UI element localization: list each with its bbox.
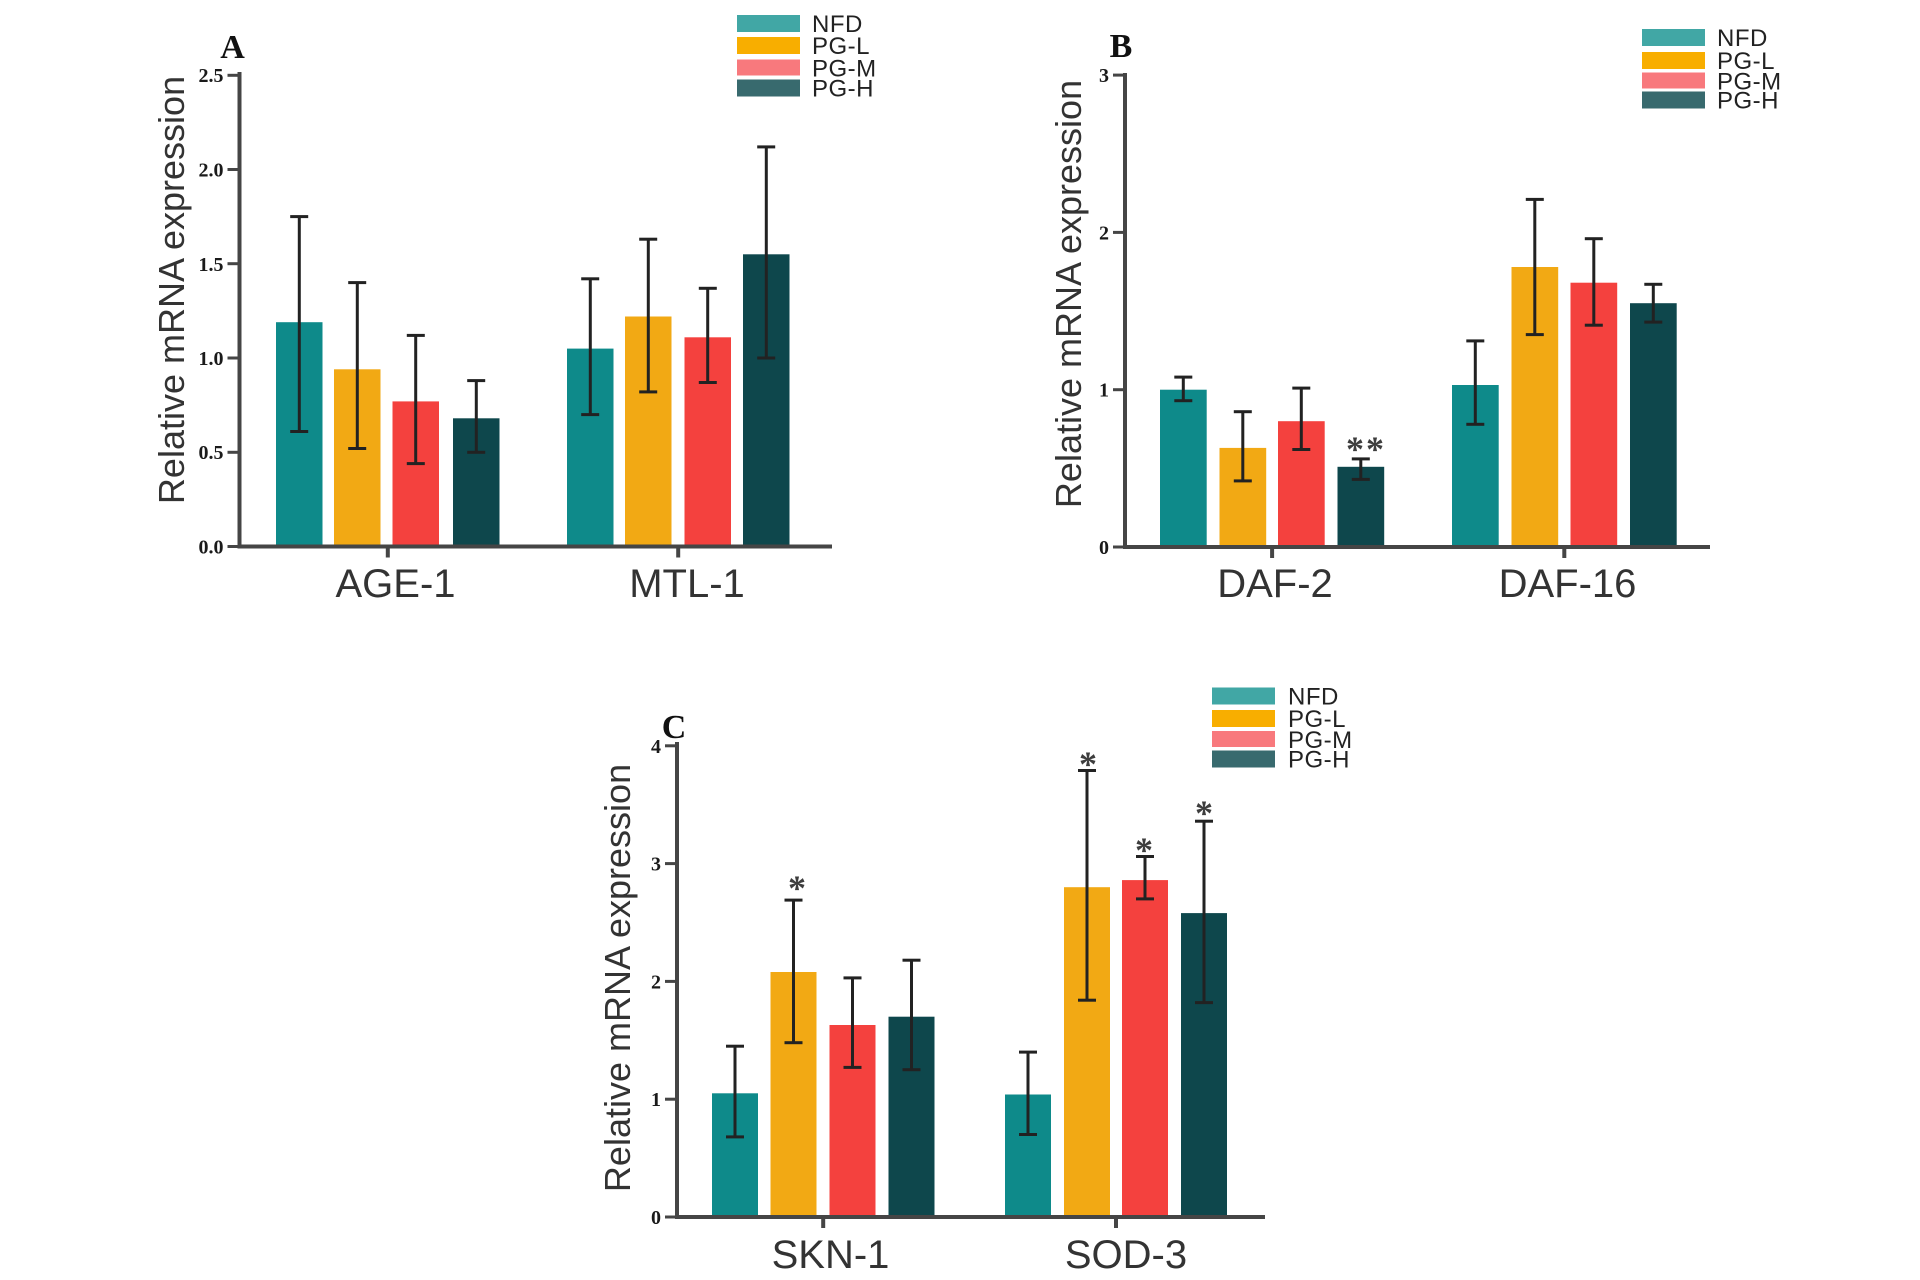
svg-text:PG-H: PG-H: [1717, 88, 1779, 115]
svg-text:2.5: 2.5: [199, 65, 224, 87]
svg-text:*: *: [1195, 793, 1213, 833]
svg-text:AGE-1: AGE-1: [335, 562, 455, 606]
svg-text:PG-L: PG-L: [812, 33, 870, 60]
svg-text:PG-M: PG-M: [1717, 69, 1782, 96]
svg-text:*: *: [1135, 830, 1153, 870]
svg-text:SKN-1: SKN-1: [772, 1233, 890, 1277]
svg-text:NFD: NFD: [812, 11, 863, 38]
svg-text:3: 3: [1099, 65, 1109, 87]
svg-text:1.0: 1.0: [199, 348, 224, 370]
svg-text:0.0: 0.0: [199, 537, 224, 559]
svg-text:0: 0: [651, 1207, 661, 1229]
svg-text:1: 1: [651, 1089, 661, 1111]
svg-text:0: 0: [1099, 537, 1109, 559]
svg-text:SOD-3: SOD-3: [1065, 1233, 1187, 1277]
svg-text:PG-L: PG-L: [1288, 706, 1346, 733]
svg-text:Relative mRNA expression: Relative mRNA expression: [1048, 80, 1089, 508]
svg-text:Relative mRNA expression: Relative mRNA expression: [597, 764, 638, 1192]
svg-text:PG-H: PG-H: [1288, 747, 1350, 774]
svg-text:**: **: [1346, 429, 1386, 469]
svg-text:NFD: NFD: [1717, 25, 1768, 52]
svg-text:0.5: 0.5: [199, 442, 224, 464]
svg-text:PG-L: PG-L: [1717, 48, 1775, 75]
svg-text:NFD: NFD: [1288, 684, 1339, 711]
svg-text:2.0: 2.0: [199, 160, 224, 182]
svg-text:MTL-1: MTL-1: [629, 562, 745, 606]
svg-text:1: 1: [1099, 380, 1109, 402]
svg-text:B: B: [1110, 28, 1133, 65]
svg-text:2: 2: [651, 971, 661, 993]
svg-text:*: *: [788, 868, 806, 908]
svg-text:C: C: [662, 709, 687, 746]
svg-text:A: A: [220, 29, 245, 66]
svg-text:3: 3: [651, 854, 661, 876]
svg-text:2: 2: [1099, 222, 1109, 244]
svg-text:*: *: [1079, 744, 1097, 784]
svg-text:4: 4: [651, 736, 661, 758]
svg-text:PG-M: PG-M: [812, 56, 877, 83]
svg-text:1.5: 1.5: [199, 254, 224, 276]
svg-text:DAF-16: DAF-16: [1499, 562, 1637, 606]
svg-text:Relative mRNA expression: Relative mRNA expression: [151, 76, 192, 504]
svg-text:PG-H: PG-H: [812, 76, 874, 103]
svg-text:DAF-2: DAF-2: [1217, 562, 1333, 606]
svg-text:PG-M: PG-M: [1288, 727, 1353, 754]
